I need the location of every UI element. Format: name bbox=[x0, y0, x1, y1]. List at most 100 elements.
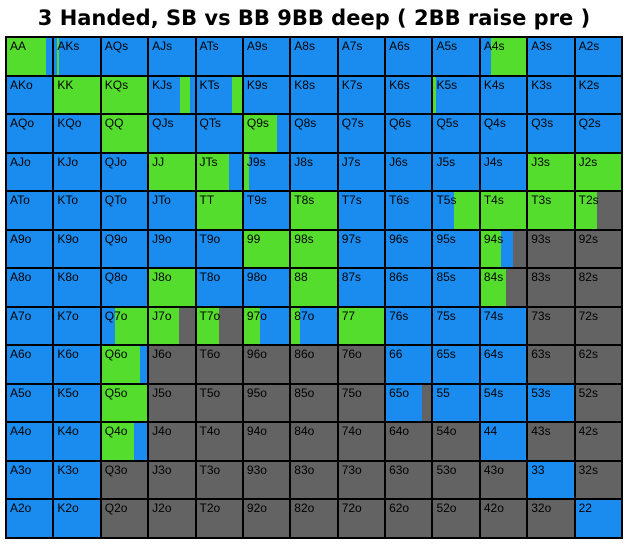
hand-cell: AJo bbox=[6, 152, 54, 192]
action-fill bbox=[243, 307, 260, 345]
action-fill bbox=[480, 346, 527, 383]
hand-cell: 65s bbox=[432, 345, 480, 384]
hand-cell: 33 bbox=[527, 460, 575, 500]
hand-label: 84s bbox=[483, 270, 504, 285]
hand-label: QJs bbox=[152, 116, 174, 131]
action-fill bbox=[480, 384, 527, 422]
hand-label: J3s bbox=[531, 154, 550, 169]
hand-label: T3s bbox=[531, 193, 552, 208]
hand-label: J9o bbox=[152, 231, 172, 246]
action-fill bbox=[338, 230, 385, 268]
action-fill bbox=[7, 192, 53, 229]
action-fill bbox=[7, 76, 53, 114]
hand-label: K9s bbox=[246, 77, 268, 92]
hand-label: 92s bbox=[578, 231, 598, 246]
action-fill bbox=[101, 307, 116, 345]
hand-label: J3o bbox=[152, 462, 172, 477]
hand-cell: AJs bbox=[148, 37, 196, 76]
action-fill bbox=[338, 269, 385, 306]
hand-label: 32o bbox=[531, 501, 552, 516]
hand-label: A2s bbox=[578, 39, 600, 53]
hand-label: Q9s bbox=[246, 116, 269, 131]
action-fill bbox=[575, 384, 621, 422]
hand-cell: K7s bbox=[337, 75, 386, 115]
hand-cell: J8s bbox=[290, 152, 338, 192]
action-fill bbox=[433, 384, 479, 422]
action-fill bbox=[54, 423, 100, 460]
hand-cell: 32o bbox=[527, 499, 575, 538]
action-fill bbox=[219, 307, 242, 345]
hand-cell: 96o bbox=[242, 345, 291, 384]
action-fill bbox=[149, 500, 195, 537]
action-fill bbox=[480, 38, 487, 75]
action-fill bbox=[243, 423, 290, 460]
hand-label: 63o bbox=[389, 462, 410, 477]
hand-cell: KTo bbox=[53, 191, 101, 230]
hand-label: 74o bbox=[341, 424, 362, 439]
action-fill bbox=[480, 76, 527, 114]
hand-label: KTo bbox=[57, 193, 79, 208]
hand-cell: T2o bbox=[195, 499, 243, 538]
action-fill bbox=[243, 38, 290, 75]
hand-label: 72s bbox=[578, 308, 598, 323]
hand-cell: 86o bbox=[290, 345, 338, 384]
action-fill bbox=[149, 269, 195, 306]
hand-label: T4s bbox=[483, 193, 504, 208]
hand-label: K4s bbox=[483, 77, 505, 92]
hand-cell: 84s bbox=[479, 268, 528, 307]
hand-cell: 72s bbox=[574, 306, 622, 346]
hand-label: 65o bbox=[389, 385, 410, 400]
action-fill bbox=[243, 192, 290, 229]
action-fill bbox=[575, 76, 621, 114]
action-fill bbox=[386, 115, 432, 152]
hand-cell: AKs bbox=[53, 37, 101, 76]
action-fill bbox=[291, 153, 337, 191]
hand-label: J9s bbox=[246, 154, 266, 169]
action-fill bbox=[480, 423, 527, 460]
hand-cell: 84o bbox=[290, 422, 338, 461]
hand-cell: K5s bbox=[432, 75, 480, 115]
action-fill bbox=[196, 153, 230, 191]
hand-cell: 76o bbox=[337, 345, 386, 384]
hand-cell: T2s bbox=[574, 191, 622, 230]
hand-label: 43s bbox=[531, 424, 551, 439]
hand-cell: Q3o bbox=[100, 460, 149, 500]
hand-label: 64o bbox=[389, 424, 410, 439]
hand-label: T5s bbox=[436, 193, 457, 208]
action-fill bbox=[149, 346, 195, 383]
action-fill bbox=[528, 76, 574, 114]
hand-label: 75o bbox=[341, 385, 362, 400]
hand-cell: AKo bbox=[6, 75, 54, 115]
hand-label: T5o bbox=[199, 385, 221, 400]
action-fill bbox=[433, 500, 479, 537]
hand-label: AKs bbox=[57, 39, 80, 53]
hand-cell: AQs bbox=[100, 37, 149, 76]
hand-label: K8o bbox=[57, 270, 79, 285]
hand-label: T9s bbox=[246, 193, 267, 208]
hand-label: K7o bbox=[57, 308, 79, 323]
hand-cell: 73s bbox=[527, 306, 575, 346]
hand-label: AQo bbox=[10, 116, 35, 131]
hand-cell: KJo bbox=[53, 152, 101, 192]
action-fill bbox=[386, 307, 432, 345]
action-fill bbox=[433, 461, 479, 499]
hand-cell: QTs bbox=[195, 114, 243, 153]
action-fill bbox=[436, 76, 441, 114]
hand-label: 94o bbox=[246, 424, 267, 439]
action-fill bbox=[7, 230, 53, 268]
hand-cell: A5s bbox=[432, 37, 480, 76]
hand-label: K5s bbox=[436, 77, 458, 92]
hand-cell: 63o bbox=[385, 460, 433, 500]
hand-label: T8s bbox=[294, 193, 315, 208]
action-fill bbox=[149, 76, 180, 114]
hand-label: J6s bbox=[389, 154, 408, 169]
action-fill bbox=[196, 500, 242, 537]
hand-cell: 96s bbox=[385, 229, 433, 269]
hand-label: 76o bbox=[341, 347, 362, 362]
action-fill bbox=[386, 461, 432, 499]
hand-cell: A4s bbox=[479, 37, 528, 76]
action-fill bbox=[149, 38, 195, 75]
action-fill bbox=[422, 384, 432, 422]
hand-cell: Q7o bbox=[100, 306, 149, 346]
action-fill bbox=[7, 269, 53, 306]
